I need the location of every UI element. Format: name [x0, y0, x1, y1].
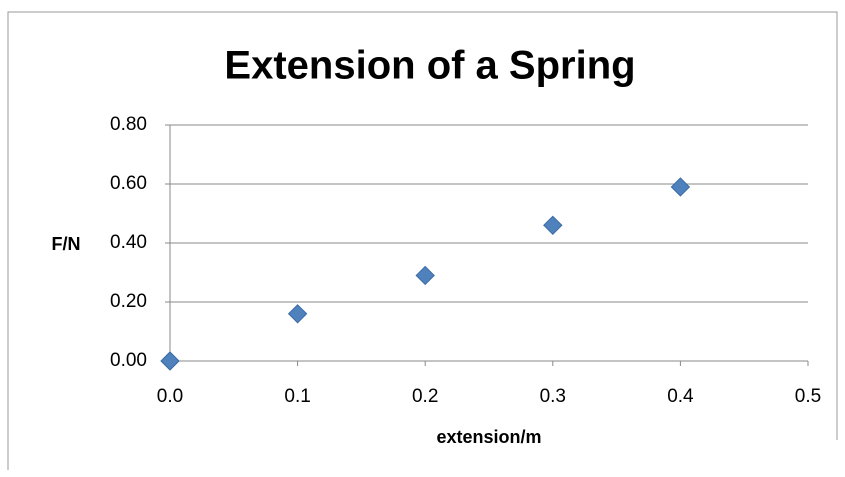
y-tick-label: 0.60	[110, 173, 147, 194]
x-tick-label: 0.4	[667, 386, 694, 407]
x-tick-label: 0.1	[284, 386, 310, 407]
chart-frame	[7, 11, 838, 470]
x-axis-label: extension/m	[436, 427, 541, 447]
x-tick-label: 0.5	[795, 386, 821, 407]
y-tick-label: 0.80	[110, 114, 147, 135]
x-tick-label: 0.2	[412, 386, 438, 407]
data-point	[670, 177, 691, 197]
data-point	[287, 304, 308, 324]
data-point	[160, 351, 180, 371]
data-point	[543, 215, 563, 236]
chart-title: Extension of a Spring	[224, 44, 635, 88]
x-tick-label: 0.3	[540, 386, 566, 407]
y-tick-label: 0.20	[110, 291, 147, 312]
y-axis-label: F/N	[52, 234, 81, 254]
y-tick-label: 0.40	[110, 232, 147, 253]
x-tick-label: 0.0	[157, 386, 183, 407]
data-point	[415, 265, 435, 286]
y-tick-label: 0.00	[110, 350, 147, 371]
